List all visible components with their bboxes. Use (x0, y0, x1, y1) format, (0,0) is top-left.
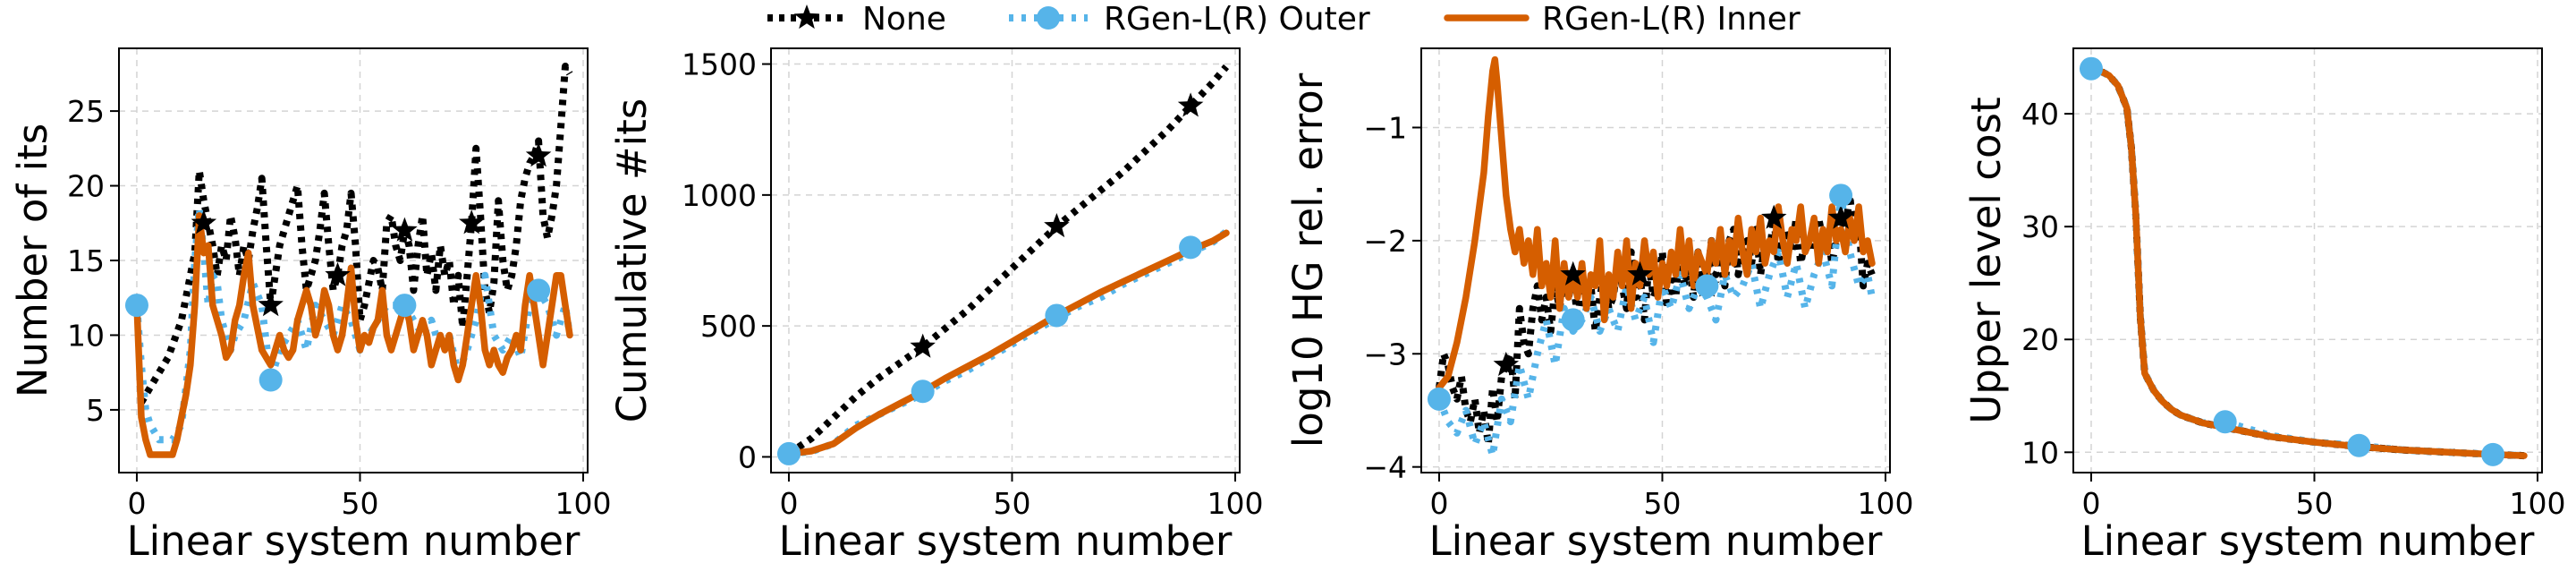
x-tick-label: 0 (1429, 486, 1448, 521)
marker-circle (1829, 183, 1853, 208)
y-tick-label: 10 (67, 318, 105, 353)
marker-circle (1045, 303, 1069, 328)
x-tick-label: 100 (1208, 486, 1264, 521)
x-tick-label: 0 (127, 486, 146, 521)
y-tick-label: 10 (2021, 435, 2059, 470)
marker-star (1044, 213, 1070, 238)
x-axis-label: Linear system number (779, 517, 1233, 565)
y-tick-label: 0 (738, 439, 757, 474)
series-line-none (786, 64, 1230, 457)
series-line-inner (785, 229, 1230, 457)
marker-star (1493, 351, 1520, 377)
series-line-none (1436, 192, 1876, 448)
y-tick-label: 1500 (682, 47, 757, 82)
legend-label-outer: RGen-L(R) Outer (1104, 1, 1370, 38)
series-line-outer (1436, 192, 1876, 459)
y-axis-label: Cumulative #its (608, 98, 656, 422)
marker-star (392, 217, 418, 242)
y-axis-label: Upper level cost (1962, 97, 2010, 423)
x-tick-label: 50 (1643, 486, 1681, 521)
y-tick-label: 20 (2021, 322, 2059, 357)
y-tick-label: 15 (67, 243, 105, 278)
y-tick-label: 40 (2021, 97, 2059, 132)
y-tick-label: −3 (1363, 337, 1407, 371)
marker-circle (911, 380, 935, 404)
marker-circle (1695, 274, 1719, 298)
x-axis-label: Linear system number (127, 517, 580, 565)
series-line-none (138, 63, 573, 405)
x-tick-label: 50 (341, 486, 378, 521)
y-tick-label: 1000 (682, 178, 757, 213)
marker-star (525, 142, 552, 167)
marker-star (1177, 92, 1204, 117)
x-axis-label: Linear system number (2081, 517, 2535, 565)
marker-circle (1561, 308, 1585, 332)
legend-label-inner: RGen-L(R) Inner (1542, 1, 1801, 38)
marker-circle (2079, 56, 2103, 81)
marker-circle (2347, 433, 2371, 457)
marker-star (191, 209, 217, 235)
plot-area (776, 64, 1230, 465)
x-tick-label: 100 (2510, 486, 2566, 521)
x-tick-label: 100 (555, 486, 612, 521)
x-tick-label: 0 (779, 486, 798, 521)
legend-marker-star (793, 4, 820, 30)
marker-star (1560, 260, 1586, 286)
y-axis-label: Number of its (9, 124, 56, 397)
legend: None RGen-L(R) Outer RGen-L(R) Inner (767, 1, 1801, 38)
marker-circle (258, 368, 283, 392)
series-line-inner (1436, 55, 1876, 391)
y-tick-label: 30 (2021, 209, 2059, 244)
plot-frame (2072, 47, 2543, 473)
plot-area (124, 63, 573, 458)
y-tick-label: −4 (1363, 450, 1407, 485)
y-axis-label: log10 HG rel. error (1284, 72, 1332, 448)
marker-circle (393, 294, 417, 318)
y-tick-label: 25 (67, 94, 105, 129)
x-tick-label: 100 (1858, 486, 1914, 521)
series-line-inner (133, 212, 573, 458)
marker-star (910, 333, 936, 358)
series-line-inner (2088, 64, 2528, 459)
marker-circle (2213, 410, 2237, 434)
marker-circle (1179, 235, 1203, 260)
chart-hg-rel-error: 0 50 100 −4 −3 −2 −1 Linear system number log10 … (1284, 47, 1914, 565)
y-tick-label: −1 (1363, 110, 1407, 145)
legend-label-none: None (862, 1, 946, 38)
x-tick-label: 50 (993, 486, 1030, 521)
plot-area (2079, 56, 2528, 466)
y-tick-label: 20 (67, 169, 105, 204)
legend-marker-circle (1037, 6, 1060, 30)
plot-frame (1420, 47, 1891, 473)
marker-star (1627, 260, 1653, 286)
x-axis-label: Linear system number (1429, 517, 1883, 565)
x-tick-label: 50 (2295, 486, 2333, 521)
chart-number-of-its: 0 50 100 5 10 15 20 25 Linear system number Numbe… (9, 47, 612, 565)
y-tick-label: 500 (700, 309, 757, 344)
marker-circle (1427, 387, 1451, 411)
plot-frame (770, 47, 1241, 473)
chart-upper-level-cost: 0 50 100 10 20 30 40 Linear system number Upper … (1962, 47, 2566, 565)
y-tick-label: −2 (1363, 224, 1407, 259)
x-tick-label: 0 (2081, 486, 2100, 521)
marker-star (459, 209, 485, 235)
marker-star (325, 261, 351, 286)
y-tick-label: 5 (86, 393, 105, 428)
marker-circle (124, 294, 148, 318)
marker-circle (527, 278, 551, 303)
marker-star (1761, 204, 1787, 229)
marker-star (1827, 204, 1854, 229)
marker-circle (2481, 442, 2505, 466)
plot-area (1427, 55, 1876, 459)
marker-circle (776, 441, 801, 465)
marker-star (258, 292, 284, 317)
